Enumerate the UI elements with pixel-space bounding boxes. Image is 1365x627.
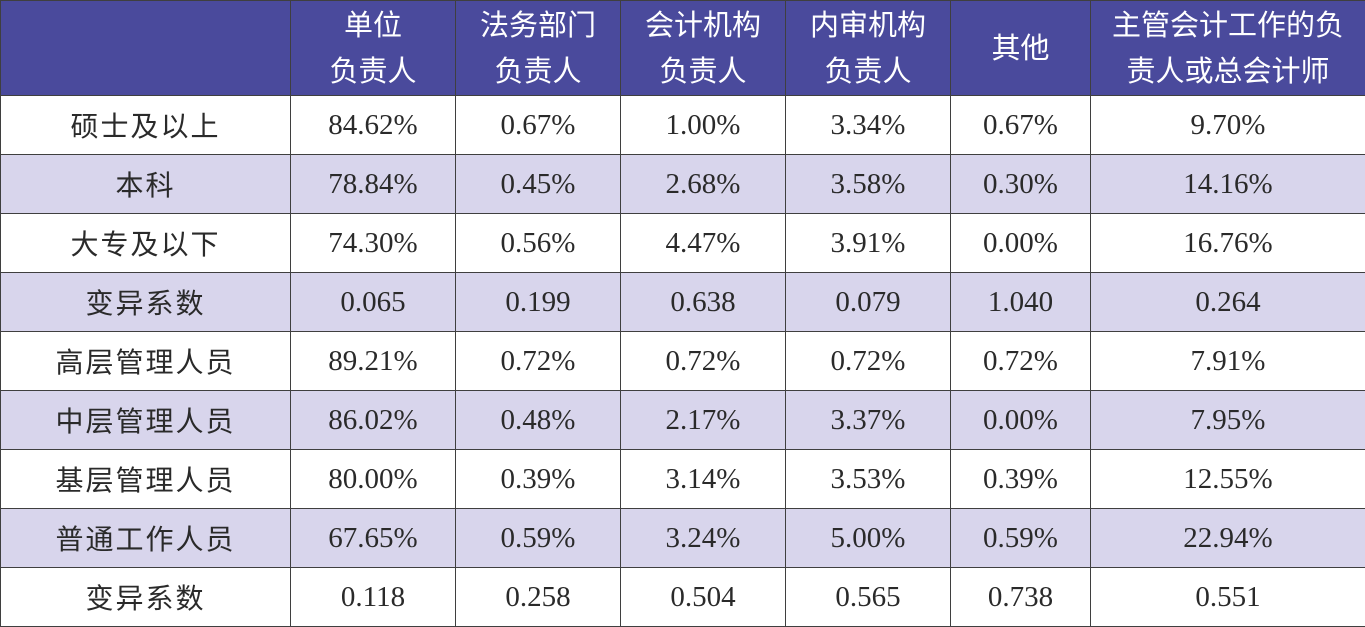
table-cell: 0.079	[785, 272, 951, 332]
table-cell: 0.72%	[455, 331, 621, 391]
table-cell: 0.551	[1090, 567, 1365, 627]
table-row: 基层管理人员 80.00% 0.39% 3.14% 3.53% 0.39% 12…	[0, 449, 1365, 509]
table-cell: 1.00%	[620, 95, 786, 155]
header-label-line1: 内审机构	[809, 8, 926, 42]
table-cell: 67.65%	[290, 508, 456, 568]
table-row: 本科 78.84% 0.45% 2.68% 3.58% 0.30% 14.16%	[0, 154, 1365, 214]
row-label: 大专及以下	[0, 213, 291, 273]
table-cell: 0.39%	[455, 449, 621, 509]
row-label: 中层管理人员	[0, 390, 291, 450]
table-cell: 5.00%	[785, 508, 951, 568]
table-cell: 7.95%	[1090, 390, 1365, 450]
header-label-line2: 负责人	[329, 54, 417, 88]
row-label: 高层管理人员	[0, 331, 291, 391]
table-cell: 0.738	[950, 567, 1091, 627]
table-cell: 0.56%	[455, 213, 621, 273]
header-label-line2: 责人或总会计师	[1126, 54, 1330, 88]
table-row: 中层管理人员 86.02% 0.48% 2.17% 3.37% 0.00% 7.…	[0, 390, 1365, 450]
table-cell: 2.17%	[620, 390, 786, 450]
table-cell: 9.70%	[1090, 95, 1365, 155]
header-label-line2: 负责人	[494, 54, 582, 88]
table-cell: 0.39%	[950, 449, 1091, 509]
header-label-line1: 主管会计工作的负	[1111, 8, 1344, 42]
header-cell-unit-head: 单位 负责人	[290, 0, 456, 96]
table-row: 硕士及以上 84.62% 0.67% 1.00% 3.34% 0.67% 9.7…	[0, 95, 1365, 155]
table-cell: 0.00%	[950, 390, 1091, 450]
table-cell: 14.16%	[1090, 154, 1365, 214]
table-cell: 0.59%	[455, 508, 621, 568]
header-cell-audit-head: 内审机构 负责人	[785, 0, 951, 96]
table-cell: 80.00%	[290, 449, 456, 509]
row-label: 变异系数	[0, 567, 291, 627]
header-label-line2: 负责人	[824, 54, 912, 88]
table-cell: 0.72%	[950, 331, 1091, 391]
table-cell: 0.565	[785, 567, 951, 627]
table-row: 大专及以下 74.30% 0.56% 4.47% 3.91% 0.00% 16.…	[0, 213, 1365, 273]
row-label: 普通工作人员	[0, 508, 291, 568]
table-cell: 22.94%	[1090, 508, 1365, 568]
table-cell: 0.72%	[785, 331, 951, 391]
header-label-line1: 其他	[991, 31, 1050, 65]
table-cell: 0.30%	[950, 154, 1091, 214]
table-cell: 0.638	[620, 272, 786, 332]
table-cell: 84.62%	[290, 95, 456, 155]
header-label-line1: 单位	[343, 8, 402, 42]
table-cell: 74.30%	[290, 213, 456, 273]
table-cell: 3.91%	[785, 213, 951, 273]
table-row: 变异系数 0.065 0.199 0.638 0.079 1.040 0.264	[0, 272, 1365, 332]
header-cell-accounting-head: 会计机构 负责人	[620, 0, 786, 96]
table-row: 普通工作人员 67.65% 0.59% 3.24% 5.00% 0.59% 22…	[0, 508, 1365, 568]
row-label: 硕士及以上	[0, 95, 291, 155]
table-cell: 0.264	[1090, 272, 1365, 332]
header-cell-other: 其他	[950, 0, 1091, 96]
table-cell: 3.34%	[785, 95, 951, 155]
header-cell-chief-accountant: 主管会计工作的负 责人或总会计师	[1090, 0, 1365, 96]
table-cell: 78.84%	[290, 154, 456, 214]
table-cell: 4.47%	[620, 213, 786, 273]
table-cell: 0.48%	[455, 390, 621, 450]
table-cell: 0.67%	[455, 95, 621, 155]
header-cell-legal-head: 法务部门 负责人	[455, 0, 621, 96]
table-row: 变异系数 0.118 0.258 0.504 0.565 0.738 0.551	[0, 567, 1365, 627]
table-cell: 0.45%	[455, 154, 621, 214]
table-cell: 89.21%	[290, 331, 456, 391]
header-label-line2: 负责人	[659, 54, 747, 88]
table-cell: 12.55%	[1090, 449, 1365, 509]
table-cell: 16.76%	[1090, 213, 1365, 273]
table-cell: 3.14%	[620, 449, 786, 509]
row-label: 本科	[0, 154, 291, 214]
header-row: 单位 负责人 法务部门 负责人 会计机构 负责人 内审机构 负责人 其他 主管会…	[0, 0, 1365, 96]
table-cell: 3.58%	[785, 154, 951, 214]
table-cell: 0.258	[455, 567, 621, 627]
table-cell: 0.065	[290, 272, 456, 332]
table-cell: 0.67%	[950, 95, 1091, 155]
table-cell: 0.118	[290, 567, 456, 627]
table-cell: 3.24%	[620, 508, 786, 568]
table-cell: 2.68%	[620, 154, 786, 214]
table-cell: 0.59%	[950, 508, 1091, 568]
table-cell: 1.040	[950, 272, 1091, 332]
table-cell: 86.02%	[290, 390, 456, 450]
table-cell: 0.504	[620, 567, 786, 627]
header-label-line1: 会计机构	[644, 8, 761, 42]
table-row: 高层管理人员 89.21% 0.72% 0.72% 0.72% 0.72% 7.…	[0, 331, 1365, 391]
table-cell: 0.199	[455, 272, 621, 332]
row-label: 基层管理人员	[0, 449, 291, 509]
table-cell: 7.91%	[1090, 331, 1365, 391]
header-corner-cell	[0, 0, 291, 96]
table-cell: 0.00%	[950, 213, 1091, 273]
table-cell: 3.37%	[785, 390, 951, 450]
row-label: 变异系数	[0, 272, 291, 332]
table-cell: 0.72%	[620, 331, 786, 391]
table-cell: 3.53%	[785, 449, 951, 509]
header-label-line1: 法务部门	[479, 8, 596, 42]
